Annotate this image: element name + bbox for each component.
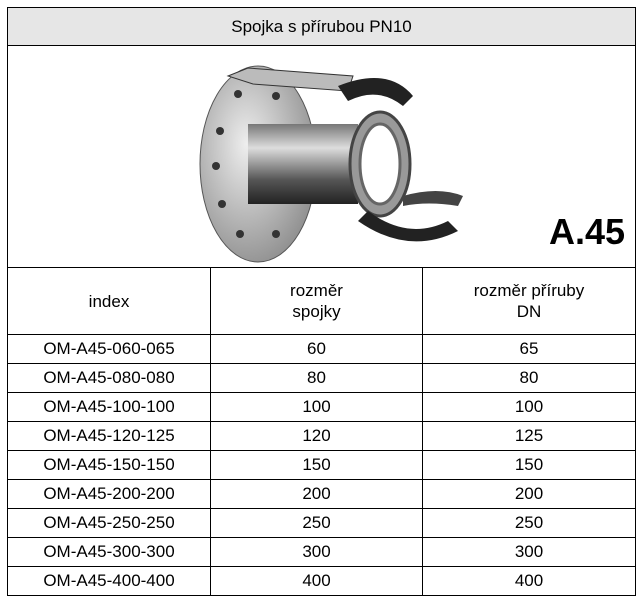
header-line: rozměr příruby — [423, 280, 635, 301]
header-line: index — [8, 291, 210, 312]
table-cell: 65 — [423, 335, 636, 364]
image-cell: A.45 — [8, 46, 636, 268]
table-cell: 200 — [211, 480, 423, 509]
column-header: index — [8, 268, 211, 335]
table-cell: 200 — [423, 480, 636, 509]
table-cell: 400 — [423, 567, 636, 596]
table-cell: OM-A45-060-065 — [8, 335, 211, 364]
product-image — [8, 46, 634, 267]
table-cell: OM-A45-120-125 — [8, 422, 211, 451]
header-line: spojky — [211, 301, 422, 322]
title: Spojka s přírubou PN10 — [8, 8, 636, 46]
header-line: rozměr — [211, 280, 422, 301]
table-cell: OM-A45-250-250 — [8, 509, 211, 538]
header-line: DN — [423, 301, 635, 322]
table-cell: 120 — [211, 422, 423, 451]
table-cell: 60 — [211, 335, 423, 364]
table-cell: 150 — [423, 451, 636, 480]
table-cell: OM-A45-300-300 — [8, 538, 211, 567]
table-cell: 250 — [423, 509, 636, 538]
product-code: A.45 — [549, 211, 625, 253]
table-cell: 400 — [211, 567, 423, 596]
table-cell: 125 — [423, 422, 636, 451]
table-cell: 100 — [423, 393, 636, 422]
table-cell: 100 — [211, 393, 423, 422]
table-cell: 300 — [211, 538, 423, 567]
table-cell: OM-A45-080-080 — [8, 364, 211, 393]
table-cell: OM-A45-200-200 — [8, 480, 211, 509]
table-cell: OM-A45-400-400 — [8, 567, 211, 596]
table-cell: 150 — [211, 451, 423, 480]
table-cell: OM-A45-100-100 — [8, 393, 211, 422]
table-cell: 250 — [211, 509, 423, 538]
table-cell: 80 — [423, 364, 636, 393]
table-cell: OM-A45-150-150 — [8, 451, 211, 480]
page: Spojka s přírubou PN10 A.45 indexrozměrs… — [0, 0, 641, 610]
table-cell: 300 — [423, 538, 636, 567]
table-cell: 80 — [211, 364, 423, 393]
